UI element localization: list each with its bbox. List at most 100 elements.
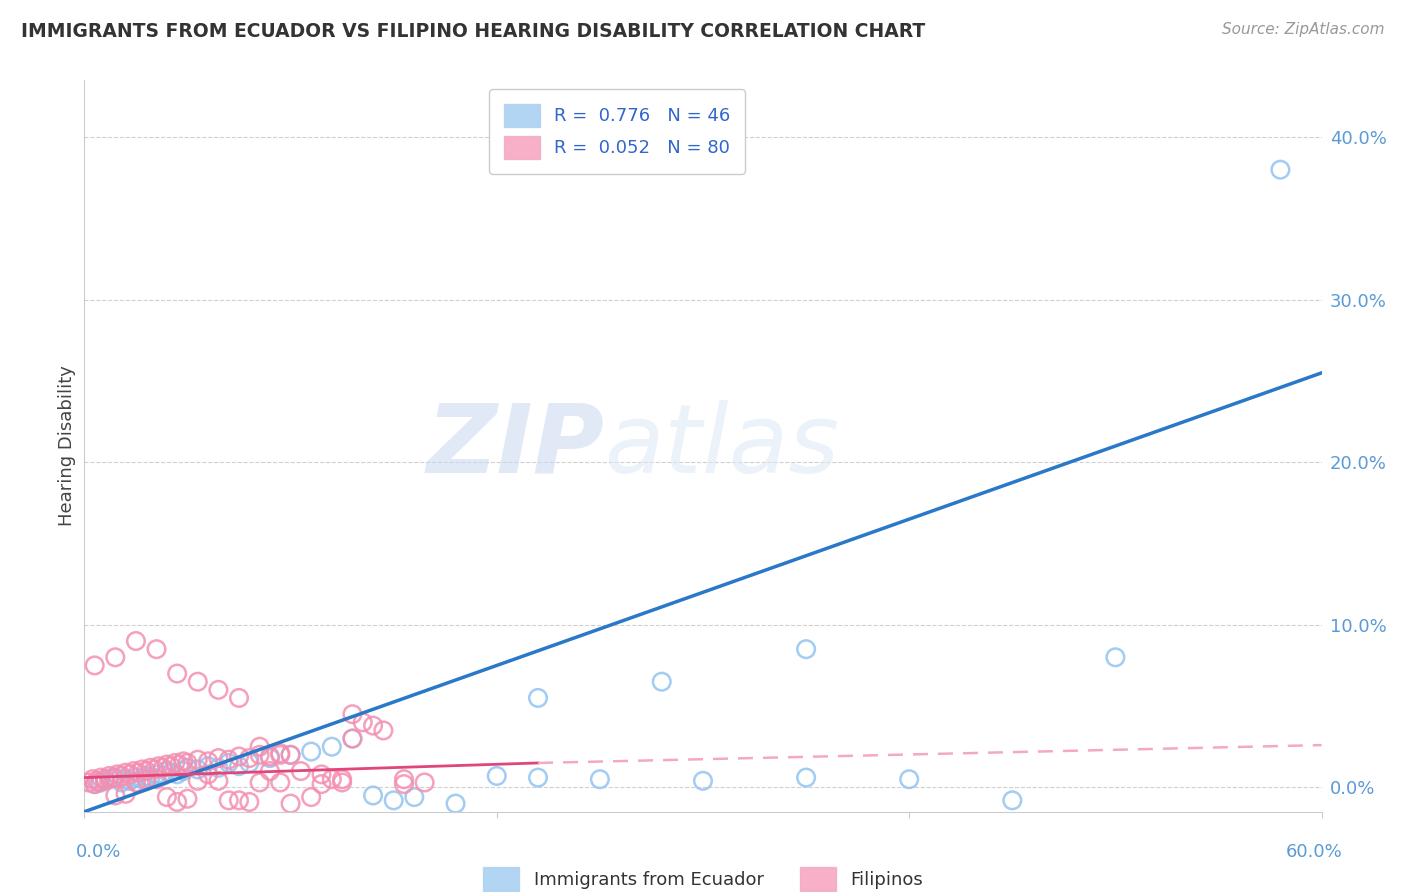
Point [361,789,384,803]
Point [167,757,190,772]
Point [228,749,250,764]
Point [110,769,132,783]
Text: 0.0%: 0.0% [76,843,121,861]
Point [114,787,136,801]
Point [238,751,260,765]
Point [382,793,405,807]
Point [197,755,219,769]
Legend: Immigrants from Ecuador, Filipinos: Immigrants from Ecuador, Filipinos [475,860,931,892]
Point [589,772,612,787]
Point [127,765,149,780]
Point [90,771,112,785]
Point [321,739,343,754]
Text: 60.0%: 60.0% [1286,843,1343,861]
Point [135,772,157,787]
Point [166,666,188,681]
Point [259,749,281,764]
Point [373,723,395,738]
Point [187,773,209,788]
Point [444,797,467,811]
Point [166,795,188,809]
Point [898,772,921,787]
Point [125,775,148,789]
Point [352,715,374,730]
Point [259,751,281,765]
Text: Source: ZipAtlas.com: Source: ZipAtlas.com [1222,22,1385,37]
Point [143,763,166,777]
Point [228,759,250,773]
Point [342,707,364,722]
Point [342,731,364,746]
Point [280,747,302,762]
Point [125,634,148,648]
Point [83,777,105,791]
Point [135,769,157,783]
Point [187,763,209,777]
Point [527,771,550,785]
Point [404,790,426,805]
Point [249,775,271,789]
Point [290,764,312,778]
Text: IMMIGRANTS FROM ECUADOR VS FILIPINO HEARING DISABILITY CORRELATION CHART: IMMIGRANTS FROM ECUADOR VS FILIPINO HEAR… [21,22,925,41]
Point [160,765,183,780]
Point [218,753,240,767]
Point [330,772,353,787]
Point [692,773,714,788]
Point [197,767,219,781]
Point [131,763,153,777]
Point [1270,162,1292,177]
Text: ZIP: ZIP [426,400,605,492]
Point [104,771,127,785]
Point [794,642,817,657]
Point [311,767,333,781]
Point [94,773,117,788]
Point [342,731,364,746]
Point [299,790,322,805]
Point [249,747,271,762]
Point [82,772,104,787]
Point [218,793,240,807]
Point [86,773,108,788]
Point [145,642,167,657]
Point [485,769,508,783]
Point [269,775,291,789]
Point [105,767,128,781]
Point [280,747,302,762]
Point [269,746,291,760]
Point [197,759,219,773]
Y-axis label: Hearing Disability: Hearing Disability [58,366,76,526]
Point [87,775,110,789]
Point [311,777,333,791]
Point [176,791,198,805]
Point [238,795,260,809]
Point [651,674,673,689]
Point [139,761,162,775]
Point [321,772,343,787]
Point [83,658,105,673]
Point [122,764,145,778]
Point [187,753,209,767]
Point [152,769,174,783]
Point [176,756,198,770]
Point [104,789,127,803]
Point [1104,650,1126,665]
Point [218,756,240,770]
Point [110,775,132,789]
Point [118,767,141,781]
Point [135,764,157,778]
Point [176,761,198,775]
Point [148,759,170,773]
Point [90,775,112,789]
Point [114,772,136,787]
Point [527,690,550,705]
Point [238,756,260,770]
Point [131,772,153,787]
Point [172,755,194,769]
Point [125,771,148,785]
Point [152,761,174,775]
Point [83,777,105,791]
Point [280,797,302,811]
Point [207,751,229,765]
Text: atlas: atlas [605,400,839,492]
Point [139,771,162,785]
